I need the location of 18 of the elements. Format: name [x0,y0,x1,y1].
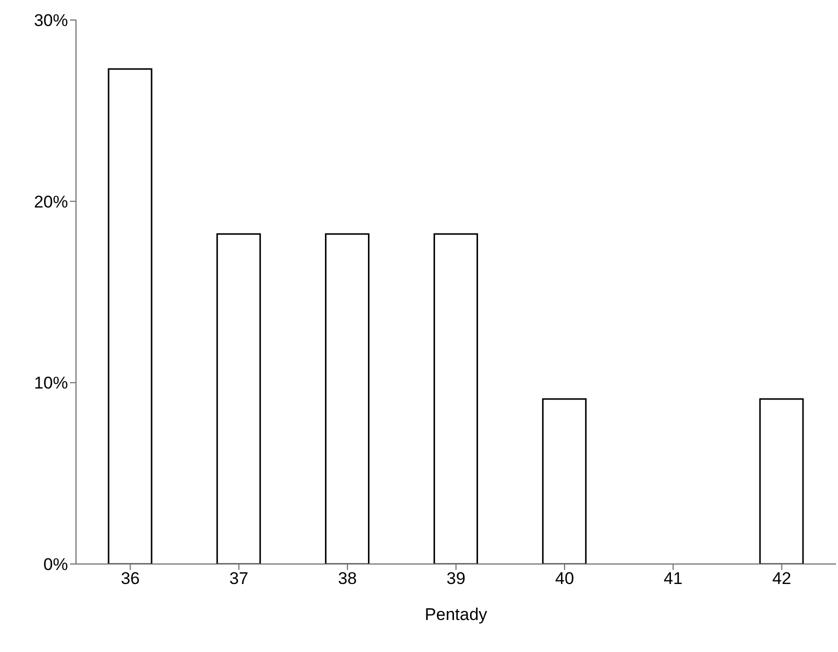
y-tick-label: 30% [34,11,68,30]
x-tick-label: 37 [229,569,248,588]
x-tick-label: 39 [446,569,466,588]
bar [759,398,804,564]
y-tick-label: 0% [43,555,68,574]
x-tick-label: 42 [772,569,792,588]
y-tick-label: 10% [34,374,68,393]
x-tick-label: 41 [664,569,683,588]
x-axis-title: Pentady [424,605,488,624]
bar [216,233,261,564]
bar [324,233,370,564]
bar [542,398,587,564]
x-tick-label: 36 [120,569,140,588]
x-tick-label: 40 [555,569,574,588]
bar [108,68,152,564]
bar [434,233,478,564]
y-tick-label: 20% [34,192,68,212]
x-tick-label: 38 [338,569,357,588]
